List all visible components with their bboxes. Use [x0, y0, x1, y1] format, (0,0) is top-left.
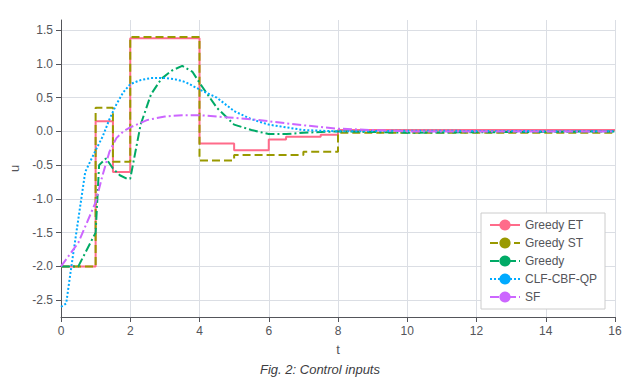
svg-text:Greedy: Greedy — [525, 254, 564, 268]
svg-text:-2.0: -2.0 — [32, 259, 53, 273]
svg-text:6: 6 — [265, 324, 272, 338]
svg-text:0.5: 0.5 — [36, 91, 53, 105]
svg-text:8: 8 — [335, 324, 342, 338]
svg-text:u: u — [7, 165, 22, 172]
svg-text:-1.0: -1.0 — [32, 192, 53, 206]
svg-text:-1.5: -1.5 — [32, 226, 53, 240]
svg-text:-0.5: -0.5 — [32, 158, 53, 172]
svg-text:Greedy ET: Greedy ET — [525, 218, 584, 232]
svg-text:16: 16 — [608, 324, 622, 338]
svg-text:SF: SF — [525, 290, 540, 304]
svg-text:12: 12 — [470, 324, 484, 338]
svg-text:14: 14 — [539, 324, 553, 338]
svg-text:0: 0 — [58, 324, 65, 338]
svg-text:1.5: 1.5 — [36, 23, 53, 37]
svg-text:t: t — [336, 342, 340, 357]
svg-text:Greedy ST: Greedy ST — [525, 236, 584, 250]
svg-text:CLF-CBF-QP: CLF-CBF-QP — [525, 272, 597, 286]
svg-text:4: 4 — [196, 324, 203, 338]
svg-text:10: 10 — [401, 324, 415, 338]
svg-text:1.0: 1.0 — [36, 57, 53, 71]
svg-text:Fig. 2: Control inputs: Fig. 2: Control inputs — [260, 362, 380, 377]
svg-text:-2.5: -2.5 — [32, 293, 53, 307]
svg-text:0.0: 0.0 — [36, 124, 53, 138]
svg-text:2: 2 — [127, 324, 134, 338]
